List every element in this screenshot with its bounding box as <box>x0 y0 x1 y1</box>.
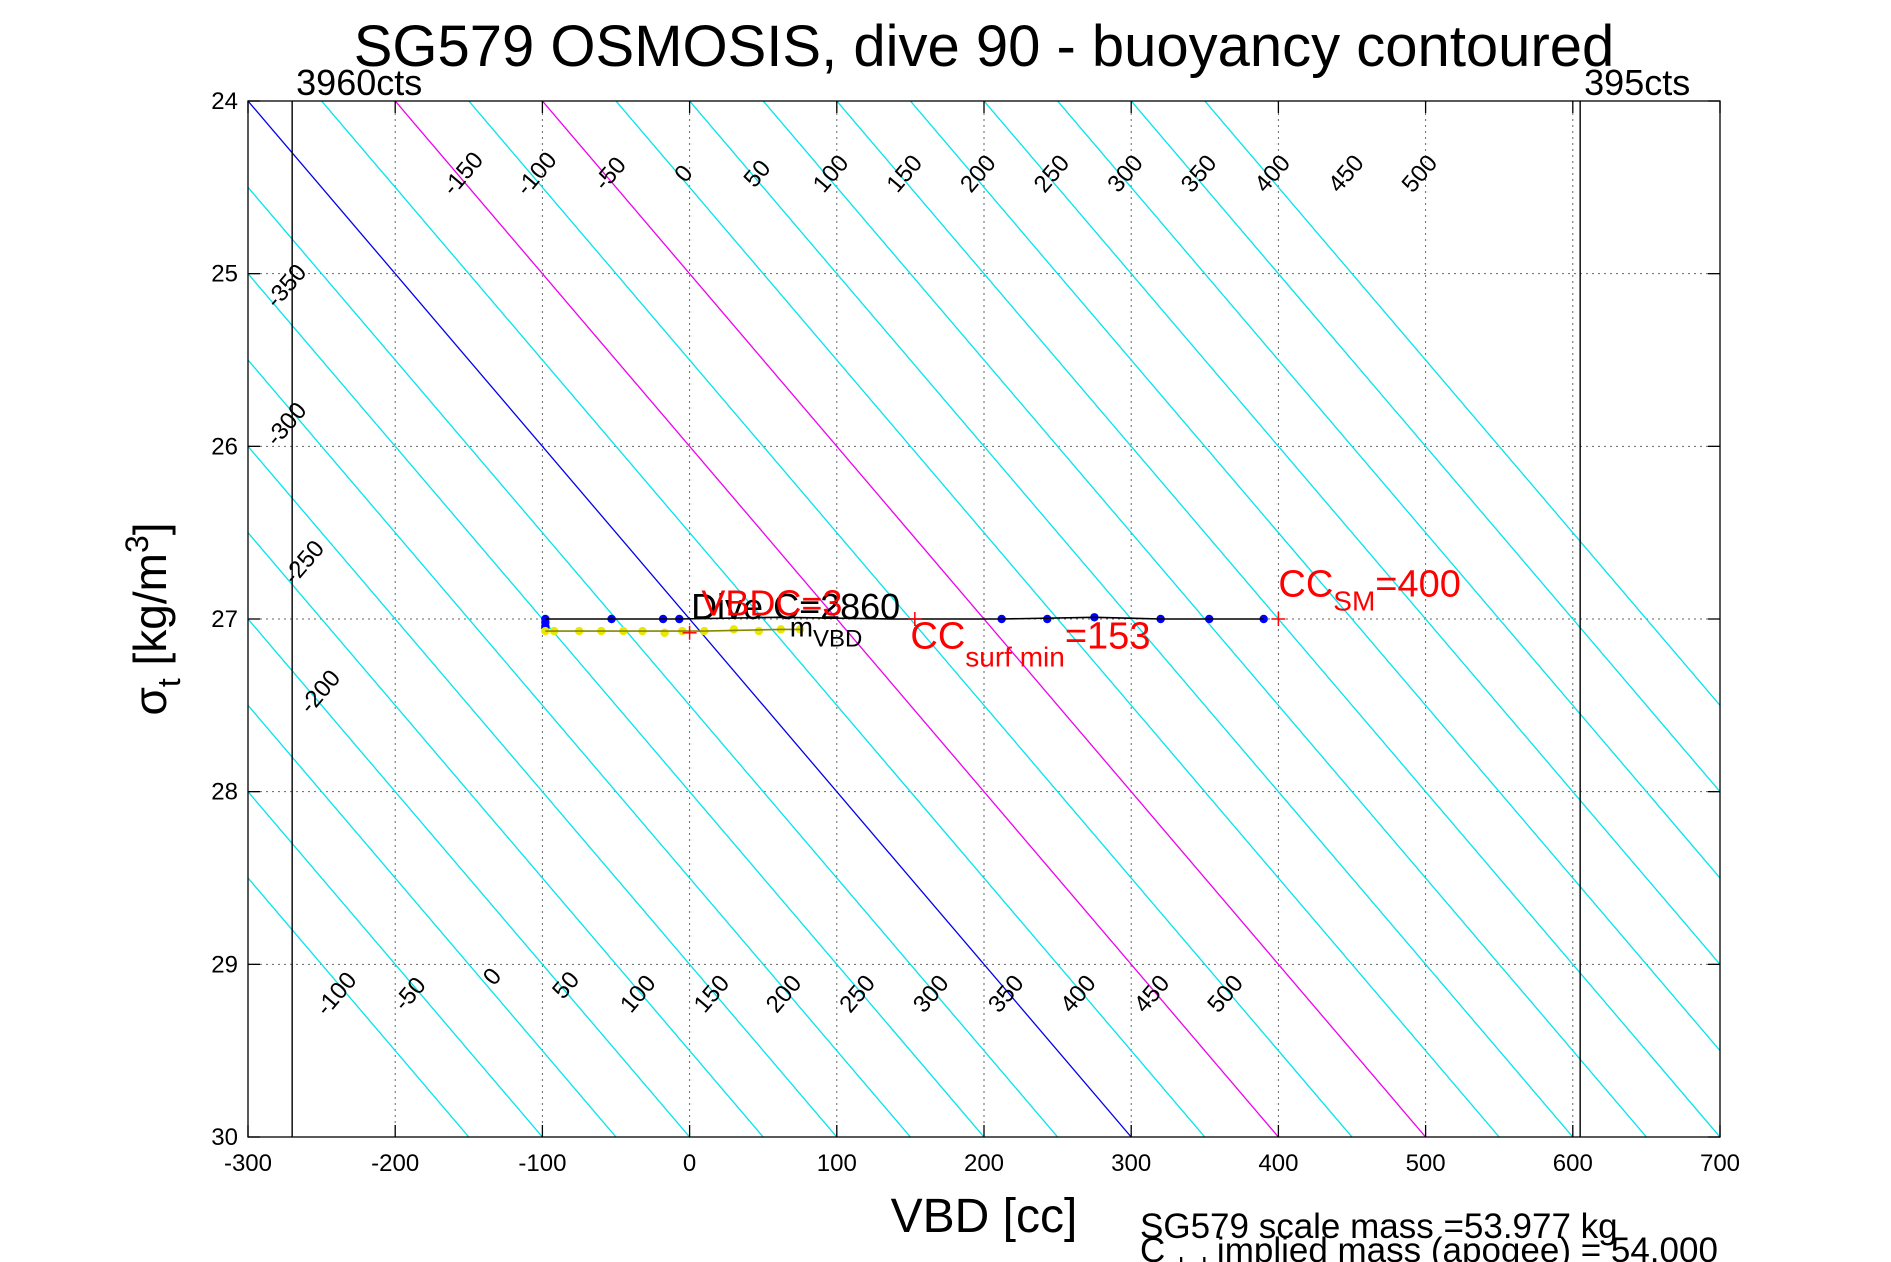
y-axis-label-subscript: t <box>151 678 187 687</box>
contour-line <box>1130 101 1720 793</box>
y-tick-label: 29 <box>211 951 238 978</box>
x-tick-label: 100 <box>817 1150 857 1177</box>
annotation-cc-sm-value: =400 <box>1375 564 1461 606</box>
annotation-cc-sm-base: CC <box>1278 564 1333 606</box>
x-tick-label: 200 <box>964 1150 1004 1177</box>
y-axis-label-close: ] <box>124 522 176 535</box>
buoyancy-contours <box>248 101 1720 1137</box>
x-tick-label: -100 <box>518 1150 566 1177</box>
contour-line <box>394 101 1279 1137</box>
y-axis-label-symbol: σ <box>124 687 176 715</box>
x-tick-label: 600 <box>1553 1150 1593 1177</box>
footer-scale-mass: SG579 scale mass =53.977 kg <box>1140 1207 1618 1246</box>
annotation-min-vbd-sub: VBD <box>813 625 862 652</box>
y-tick-label: 26 <box>211 433 238 460</box>
contour-line <box>615 101 1500 1137</box>
x-tick-label: 500 <box>1406 1150 1446 1177</box>
footer-vbd-subscript: vbd <box>1165 1252 1207 1262</box>
annotation-cc-sm-sub: SM <box>1333 586 1375 617</box>
contour-line <box>248 704 617 1137</box>
series-point <box>754 626 763 636</box>
contour-line <box>909 101 1720 1052</box>
y-tick-label: 30 <box>211 1124 238 1151</box>
footer-implied-mass: Cvbd implied mass (apogee) = 54.000 <box>1140 1231 1718 1262</box>
contour-line <box>248 531 764 1137</box>
footer-implied-mass-text: implied mass (apogee) = 54.000 <box>1207 1231 1718 1262</box>
series-point <box>1043 614 1052 624</box>
contour-line <box>248 445 838 1137</box>
annotation-cc-surf-min: CCsurf min=153 <box>910 615 1150 672</box>
y-tick-label: 25 <box>211 261 238 288</box>
annotation-vbdc-base: VBDC <box>701 583 801 624</box>
annotation-cc-surf-min-sub: surf min <box>965 641 1065 672</box>
series-trace <box>545 616 1264 620</box>
annotation-min-vbd: mVBD <box>790 611 863 652</box>
contour-line <box>1204 101 1720 707</box>
count-limit-label: 3960cts <box>296 62 422 103</box>
count-limit-label: 395cts <box>1584 62 1690 103</box>
y-axis-label-superscript: 3 <box>119 535 155 553</box>
annotation-dive-c-value: =2860 <box>799 586 900 627</box>
axis-ticks <box>247 100 1721 1138</box>
annotation-vbdc: VBDC=3 <box>701 583 842 624</box>
series-point <box>729 625 738 634</box>
annotation-min-vbd-base: m <box>790 611 813 642</box>
x-axis-label: VBD [cc] <box>891 1190 1078 1243</box>
contour-line <box>248 358 911 1137</box>
annotation-dive-c-base: Dive C <box>691 586 799 627</box>
series-point <box>660 628 669 638</box>
contour-line <box>248 617 691 1137</box>
x-tick-label: -200 <box>371 1150 419 1177</box>
annotation-dive-c: Dive C=2860 <box>691 586 900 627</box>
x-tick-label: 0 <box>683 1150 696 1177</box>
contour-line <box>248 876 470 1137</box>
y-axis-label-unit: [kg/m <box>124 553 176 678</box>
dive-data-series <box>541 612 1286 640</box>
contour-line <box>248 790 543 1137</box>
annotation-vbdc-value: =3 <box>801 583 842 624</box>
x-tick-label: -300 <box>224 1150 272 1177</box>
chart-title: SG579 OSMOSIS, dive 90 - buoyancy contou… <box>354 14 1615 79</box>
annotation-cc-surf-min-base: CC <box>910 615 965 657</box>
y-tick-label: 24 <box>211 88 238 115</box>
footer-c-symbol: C <box>1140 1231 1165 1262</box>
y-axis-label: σt [kg/m3] <box>119 522 187 715</box>
annotation-cc-surf-min-value: =153 <box>1065 615 1151 657</box>
annotation-cc-sm: CCSM=400 <box>1278 564 1460 617</box>
y-tick-label: 28 <box>211 779 238 806</box>
contour-line <box>321 101 1206 1137</box>
count-limit-lines <box>291 101 1581 1137</box>
contour-line <box>1057 101 1720 880</box>
x-tick-label: 400 <box>1258 1150 1298 1177</box>
x-tick-label: 300 <box>1111 1150 1151 1177</box>
series-trace <box>545 628 800 632</box>
y-tick-label: 27 <box>211 606 238 633</box>
x-tick-label: 700 <box>1700 1150 1740 1177</box>
